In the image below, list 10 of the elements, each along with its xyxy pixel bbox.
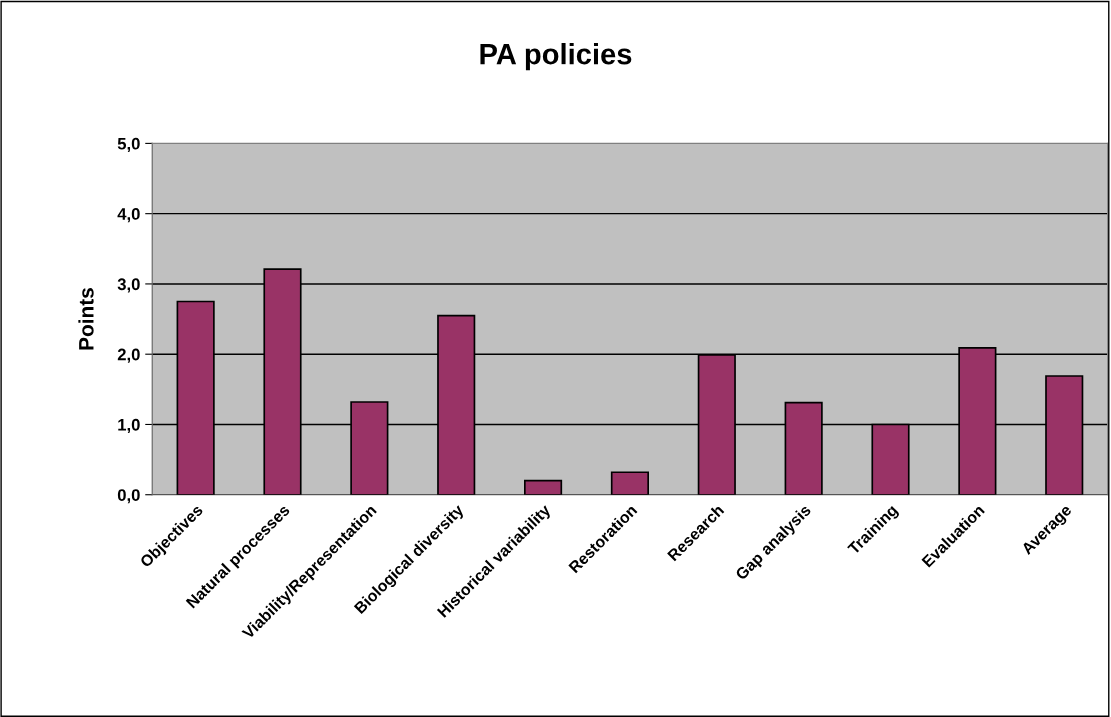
y-tick-label: 1,0 — [118, 418, 140, 434]
chart-title: PA policies — [480, 43, 632, 71]
y-tick-label: 3,0 — [117, 278, 140, 293]
bar — [524, 479, 563, 495]
y-tick-label: 4,0 — [117, 208, 140, 223]
bar — [610, 471, 650, 495]
y-tick-label: 2,0 — [117, 348, 140, 363]
y-tick-label: 0,0 — [117, 489, 140, 504]
y-tick-label: 5,0 — [117, 137, 140, 153]
y-axis-title: Points — [78, 288, 94, 350]
